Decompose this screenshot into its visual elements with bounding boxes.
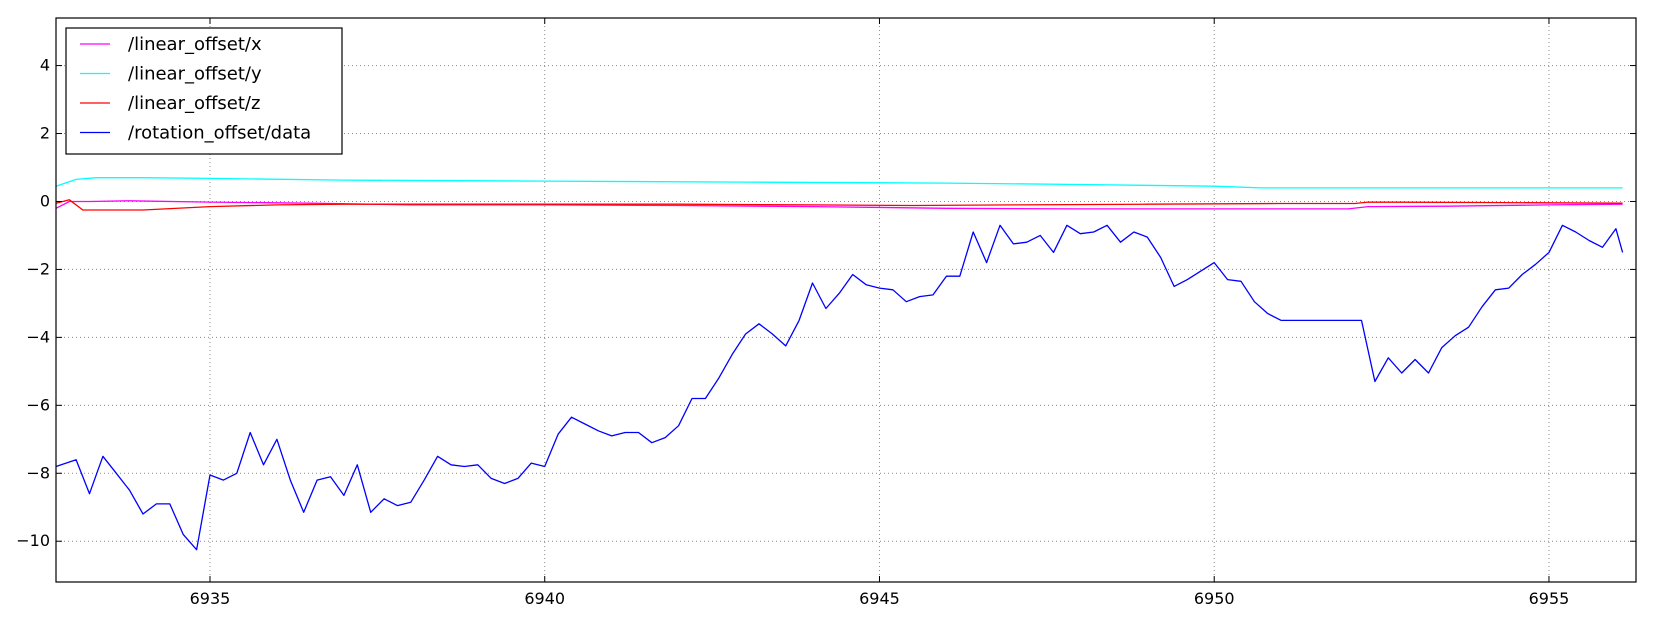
- legend-label: /linear_offset/y: [128, 64, 262, 85]
- y-tick-label: −6: [26, 395, 50, 414]
- series-line-linear-offset-y: [55, 177, 1623, 189]
- legend-box: [65, 27, 343, 155]
- y-tick-label: −10: [16, 531, 50, 550]
- x-tick-label: 6945: [859, 589, 900, 608]
- legend-label: /rotation_offset/data: [128, 123, 311, 144]
- y-tick-label: 2: [40, 124, 50, 143]
- x-tick-label: 6940: [524, 589, 565, 608]
- legend-label: /linear_offset/x: [128, 34, 262, 55]
- legend: /linear_offset/x/linear_offset/y/linear_…: [65, 27, 343, 155]
- y-tick-label: 0: [40, 191, 50, 210]
- series-line-linear-offset-x: [55, 200, 1623, 210]
- x-tick-label: 6955: [1529, 589, 1570, 608]
- y-tick-label: −4: [26, 327, 50, 346]
- x-tick-label: 6950: [1194, 589, 1235, 608]
- series-lines: [55, 177, 1624, 551]
- plot-frame: [55, 17, 1637, 583]
- x-tick-label: 6935: [190, 589, 231, 608]
- legend-label: /linear_offset/z: [128, 93, 260, 114]
- series-line-linear-offset-z: [55, 199, 1623, 211]
- y-tick-label: 4: [40, 56, 50, 75]
- y-tick-label: −8: [26, 463, 50, 482]
- y-tick-label: −2: [26, 259, 50, 278]
- axis-ticks: 6935 6940 6945 6950 6955 4 2 0 −2 −4 −6 −8 −10: [16, 18, 1636, 608]
- series-line-rotation-offset-data: [55, 224, 1624, 551]
